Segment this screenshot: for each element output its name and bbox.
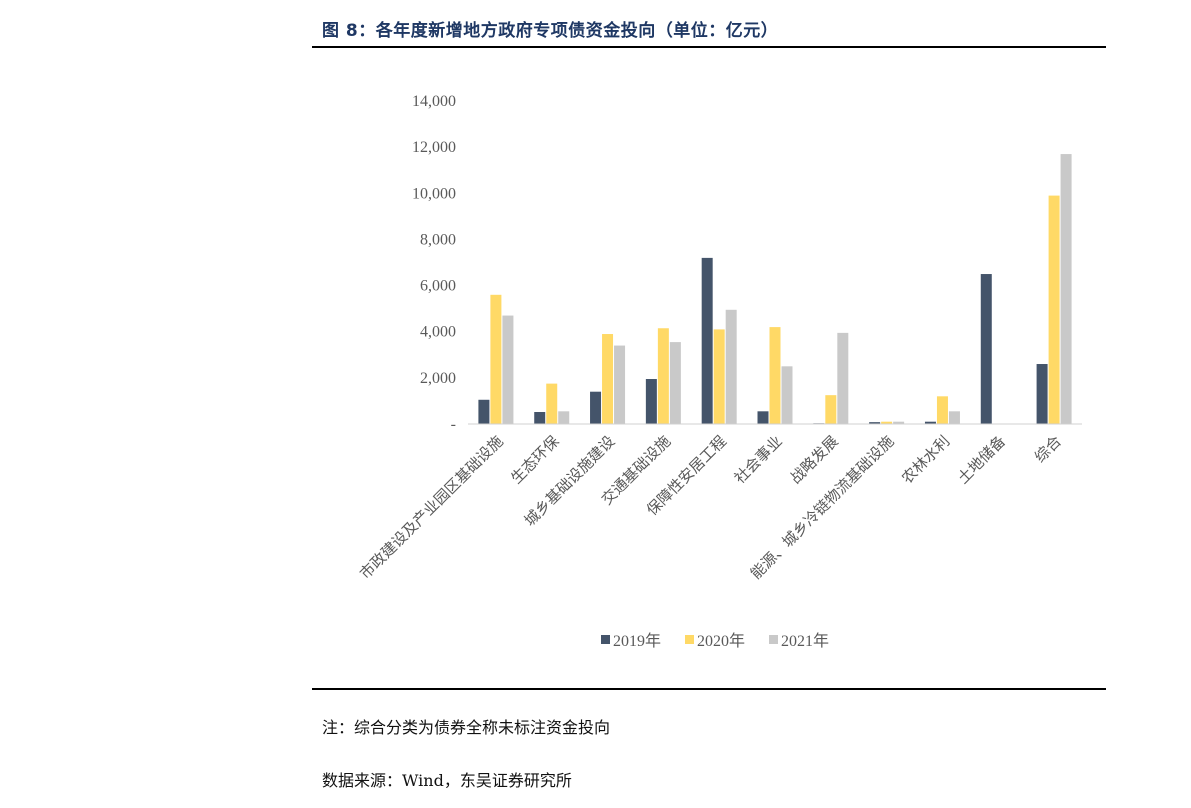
bar <box>924 421 936 424</box>
x-tick-label: 战略发展 <box>786 432 841 487</box>
legend: 2019年 2020年 2021年 <box>601 632 829 650</box>
bar <box>713 329 725 424</box>
legend-label: 2021年 <box>781 632 829 650</box>
bar <box>602 334 614 424</box>
bar <box>1060 154 1072 425</box>
x-tick-label: 市政建设及产业园区基础设施 <box>356 432 507 583</box>
y-tick-label: 10,000 <box>412 185 456 202</box>
bar <box>869 422 881 424</box>
bar <box>645 379 657 424</box>
y-tick-label: - <box>451 416 456 433</box>
bar-chart: -2,0004,0006,0008,00010,00012,00014,000 … <box>356 93 1082 650</box>
bar <box>490 294 502 424</box>
y-tick-label: 14,000 <box>412 93 456 110</box>
top-rule <box>312 46 1106 48</box>
bar <box>781 366 793 424</box>
y-tick-label: 2,000 <box>420 370 456 387</box>
legend-swatch <box>769 635 778 644</box>
bar <box>590 391 602 424</box>
bar <box>1036 364 1048 424</box>
bar <box>980 274 992 424</box>
y-tick-label: 8,000 <box>420 231 456 248</box>
bar <box>837 332 849 424</box>
x-tick-label: 农林水利 <box>898 432 953 487</box>
bar <box>701 257 713 424</box>
bar <box>558 411 570 424</box>
legend-label: 2020年 <box>697 632 745 650</box>
y-tick-label: 6,000 <box>420 278 456 295</box>
bar <box>881 421 893 424</box>
bar <box>669 342 681 424</box>
x-tick-label: 社会事业 <box>731 432 786 487</box>
x-tick-label: 土地储备 <box>954 432 1009 487</box>
legend-swatch <box>601 635 610 644</box>
bar <box>478 399 490 424</box>
x-tick-label: 综合 <box>1031 432 1065 466</box>
bar <box>893 421 905 424</box>
bar <box>534 412 546 424</box>
bar <box>546 383 558 424</box>
bar <box>502 315 514 424</box>
legend-label: 2019年 <box>613 632 661 650</box>
bar <box>948 411 960 424</box>
legend-swatch <box>685 635 694 644</box>
bar <box>825 395 837 424</box>
y-tick-label: 12,000 <box>412 139 456 156</box>
figure-note: 注：综合分类为债券全称未标注资金投向 <box>322 718 611 737</box>
y-tick-label: 4,000 <box>420 324 456 341</box>
data-source: 数据来源：Wind，东吴证券研究所 <box>322 771 572 790</box>
bar <box>1048 195 1060 424</box>
bars <box>478 154 1072 425</box>
bar <box>757 411 769 424</box>
bar <box>769 327 781 424</box>
figure-title: 图 8：各年度新增地方政府专项债资金投向（单位：亿元） <box>322 21 779 41</box>
bar <box>725 309 737 424</box>
bar <box>936 396 948 424</box>
bar <box>614 345 626 424</box>
bottom-rule <box>312 688 1106 690</box>
bar <box>657 328 669 424</box>
x-tick-label: 生态环保 <box>507 432 562 487</box>
y-axis: - 2,000 4,000 6,000 8,000 10,000 12,000 14,000 <box>412 93 456 433</box>
